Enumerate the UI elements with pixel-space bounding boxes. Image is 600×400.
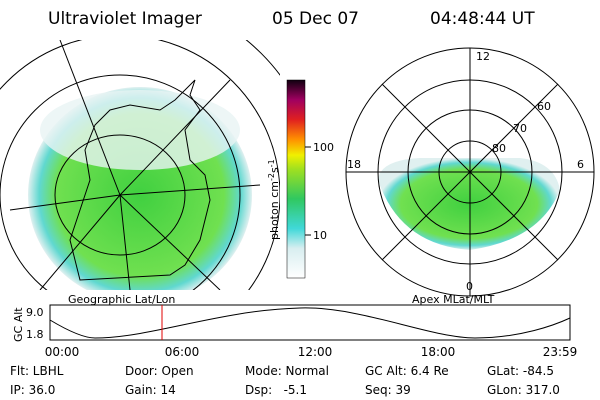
mlt-label: 12: [476, 50, 490, 63]
info-item: GC Alt: 6.4 Re: [365, 364, 449, 378]
altitude-xtick: 00:00: [45, 345, 80, 359]
left-map-label: Geographic Lat/Lon: [68, 293, 175, 306]
colorbar-tick-label: 100: [313, 141, 334, 154]
mlt-label: 0: [466, 280, 473, 293]
altitude-xticks: 00:00 06:00 12:00 18:00 23:59: [45, 345, 578, 359]
info-item: Mode: Normal: [245, 364, 329, 378]
mlt-label: 18: [347, 158, 361, 171]
lat-label: 80: [492, 142, 506, 155]
polar-grid: [345, 47, 595, 297]
info-item: Door: Open: [125, 364, 194, 378]
altitude-xtick: 18:00: [421, 345, 456, 359]
colorbar: [286, 79, 306, 279]
unit: s: [268, 167, 281, 173]
altitude-curve: [49, 307, 571, 339]
altitude-ytick: 9.0: [26, 306, 44, 319]
right-map-label: Apex MLat/MLT: [412, 293, 495, 306]
info-item: GLon: 317.0: [487, 383, 560, 397]
info-item: IP: 36.0: [10, 383, 55, 397]
info-item: Flt: LBHL: [10, 364, 64, 378]
lat-label: 70: [513, 122, 527, 135]
altitude-xtick: 12:00: [298, 345, 333, 359]
altitude-ylabel: GC Alt: [12, 307, 25, 342]
info: Flt: LBHL Door: Open Mode: Normal GC Alt: 6…: [10, 364, 560, 397]
altitude-xtick: 06:00: [165, 345, 200, 359]
right-map: [378, 158, 560, 250]
unit: photon cm: [268, 181, 281, 240]
colorbar-tick-label: 10: [313, 229, 327, 242]
info-item: Seq: 39: [365, 383, 411, 397]
info-item: Dsp: -5.1: [245, 383, 307, 397]
info-item: GLat: -84.5: [487, 364, 554, 378]
altitude-xtick: 23:59: [543, 345, 578, 359]
info-item: Gain: 14: [125, 383, 176, 397]
altitude-frame: [49, 304, 571, 341]
altitude-ytick: 1.8: [26, 328, 44, 341]
time: 04:48:44 UT: [430, 9, 535, 29]
unit-exp: -1: [267, 159, 276, 167]
unit-exp: -2: [267, 173, 276, 181]
mlt-label: 6: [577, 158, 584, 171]
title: Ultraviolet Imager: [48, 9, 202, 29]
left-map: [0, 40, 280, 290]
lat-label: 60: [537, 100, 551, 113]
colorbar-label: photon cm-2s-1: [267, 159, 281, 240]
date: 05 Dec 07: [272, 9, 359, 29]
